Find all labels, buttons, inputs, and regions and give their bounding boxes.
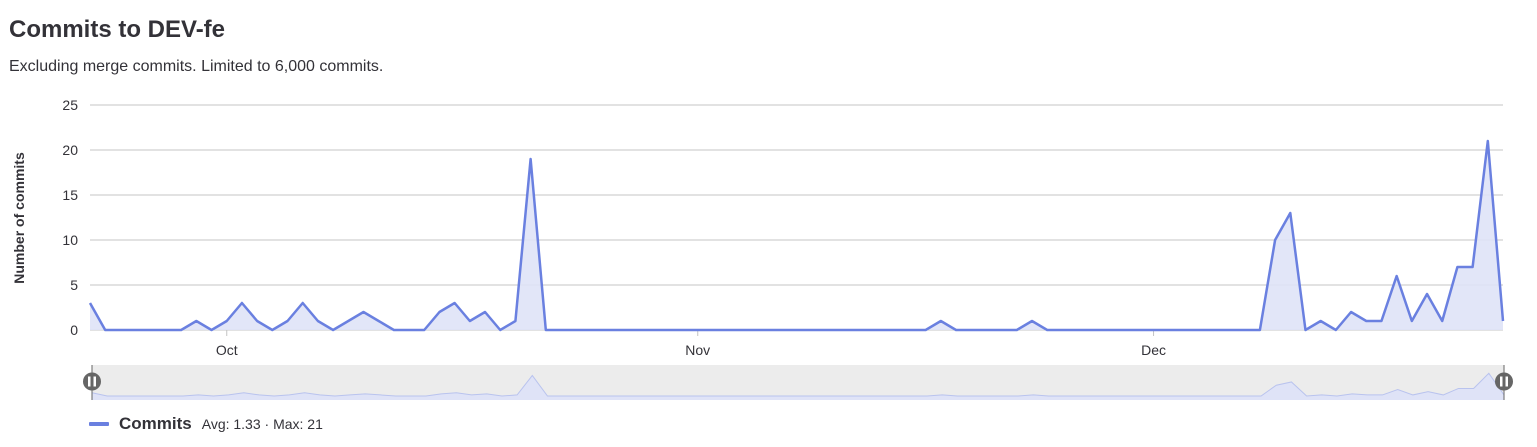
x-axis-ticks: Oct Nov Dec <box>216 330 1166 358</box>
y-tick-label: 5 <box>70 277 78 293</box>
x-tick-label: Nov <box>685 342 710 358</box>
y-tick-label: 10 <box>62 232 78 248</box>
zoom-preview-line <box>91 372 1505 397</box>
pause-icon <box>93 376 96 387</box>
zoom-handle-knob <box>83 372 101 391</box>
pause-icon <box>88 376 91 387</box>
x-tick-label: Oct <box>216 342 238 358</box>
zoom-preview-area <box>92 373 1504 400</box>
chart-legend[interactable]: Commits Avg: 1.33 · Max: 21 <box>89 414 323 434</box>
y-tick-label: 0 <box>70 322 78 338</box>
legend-series-name: Commits <box>119 414 192 433</box>
pause-icon <box>1505 376 1508 387</box>
page-title: Commits to DEV-fe <box>9 16 226 43</box>
series-line <box>88 139 1505 332</box>
x-tick-label: Dec <box>1141 342 1166 358</box>
y-tick-label: 25 <box>62 97 78 113</box>
series-area <box>90 141 1503 330</box>
y-tick-label: 20 <box>62 142 78 158</box>
y-axis-ticks: 0 5 10 15 20 25 <box>62 97 78 338</box>
series-commits <box>88 139 1505 332</box>
zoom-handle-right[interactable] <box>1495 365 1513 400</box>
data-zoom-slider[interactable] <box>83 365 1513 400</box>
legend-swatch <box>89 422 109 426</box>
legend-stats: Avg: 1.33 · Max: 21 <box>201 416 323 432</box>
y-tick-label: 15 <box>62 187 78 203</box>
zoom-handle-left[interactable] <box>83 365 101 400</box>
zoom-handle-knob <box>1495 372 1513 391</box>
pause-icon <box>1500 376 1503 387</box>
page-subtitle: Excluding merge commits. Limited to 6,00… <box>9 58 384 75</box>
